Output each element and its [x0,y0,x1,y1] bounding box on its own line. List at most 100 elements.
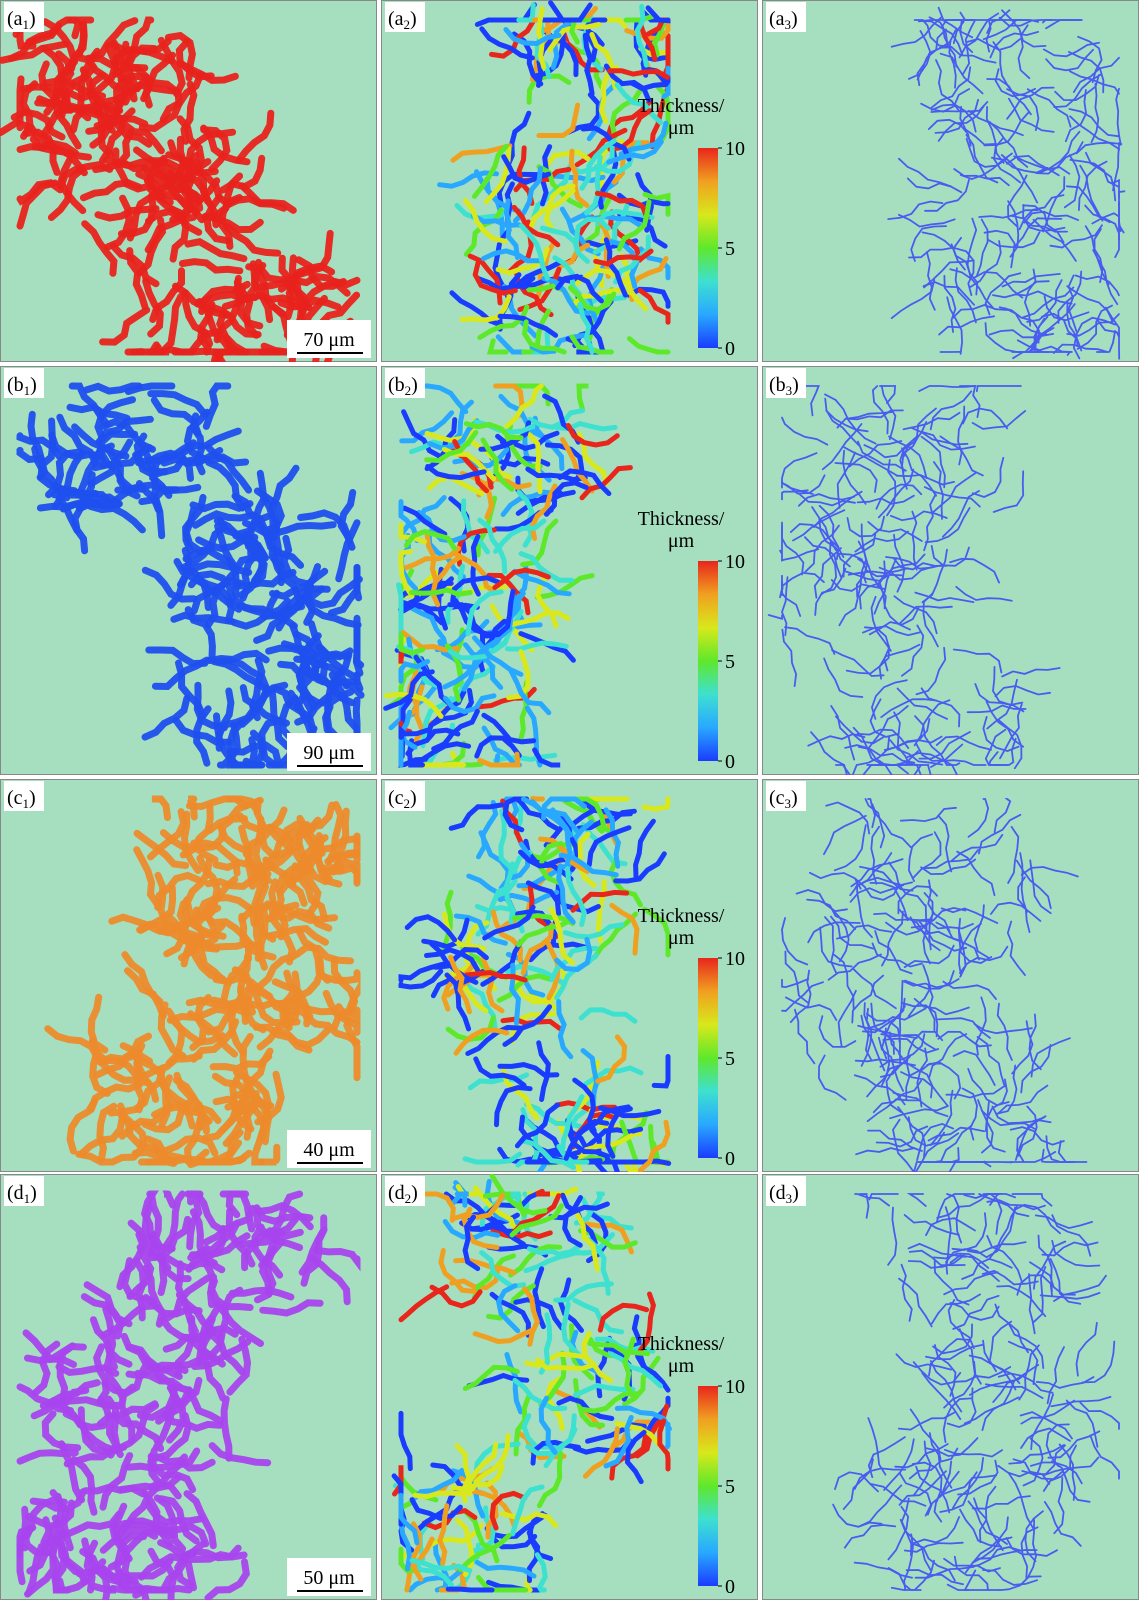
pore-branch [939,435,984,477]
pore-branch [24,1499,75,1530]
pore-branch [494,1084,533,1128]
pore-branch [923,493,937,552]
pore-branch [1008,97,1055,133]
pore-branch [1081,1340,1116,1384]
pore-branch [159,293,185,356]
pore-branch [497,1062,560,1078]
pore-branch [860,1014,886,1072]
pore-branch [464,920,490,973]
pore-branch [277,660,318,711]
pore-branch [1096,319,1120,338]
pore-branch [401,545,462,571]
pore-branch [93,1051,154,1079]
pore-branch [536,164,584,209]
pore-branch [512,568,572,597]
pore-branch [867,1417,887,1476]
pore-branch [898,157,952,188]
pore-branch [257,904,269,971]
pore-branch [231,589,281,630]
pore-branch [498,393,546,440]
pore-branch [214,657,270,692]
pore-branch [215,687,235,752]
pore-branch [501,1068,540,1121]
pore-branch [933,461,944,520]
pore-branch [56,413,100,467]
pore-branch [921,1372,962,1420]
pore-branch [448,954,472,1015]
pore-branch [1033,1240,1067,1290]
pore-branch [581,1330,614,1384]
pore-branch [604,98,653,141]
label-box [385,1176,425,1206]
pore-branch [878,643,921,680]
pore-branch [463,969,528,983]
pore-branch [963,1396,1020,1425]
pore-branch [928,1338,970,1377]
pore-branch [438,1248,477,1294]
pore-branch [498,808,513,870]
colorbar-title: Thickness/ [638,508,725,530]
pore-branch [638,1119,671,1172]
pore-branch [982,1339,1021,1385]
pore-branch [781,474,826,495]
pore-branch [520,1138,577,1170]
pore-branch [1093,228,1110,286]
panel: (d3) [762,1174,1139,1600]
pore-branch [870,1002,895,1055]
pore-branch [472,1253,517,1301]
pore-branch [1014,290,1073,305]
pore-branch [327,564,361,617]
pore-branch [496,973,553,1003]
pore-branch [152,1412,192,1462]
pore-branch [856,728,910,749]
label-close: ) [29,8,36,30]
pore-branch [789,523,837,551]
pore-branch [852,967,897,1010]
pore-branch [396,582,404,640]
pore-branch [912,1361,962,1386]
pore-branch [901,447,937,497]
pore-branch [559,1094,585,1155]
pore-branch [634,1403,670,1459]
pore-branch [111,1412,165,1452]
pore-branch [907,964,932,1018]
pore-branch [781,981,824,1012]
pore-branch [804,536,843,580]
pore-branch [8,22,63,62]
pore-branch [1064,89,1088,143]
pore-branch [592,911,638,960]
pore-branch [197,300,216,356]
label-close: ) [411,1182,418,1204]
pore-branch [96,430,139,469]
pore-branch [1053,1477,1065,1535]
pore-branch [534,18,552,80]
pore-branch [468,1505,496,1554]
pore-branch [188,1314,226,1368]
pore-branch [909,916,962,942]
pore-branch [1046,1346,1065,1405]
label-letter: (b [769,374,786,396]
panel: (b1) 90 μm [0,366,377,775]
pore-branch [880,698,938,719]
label-close: ) [29,787,36,809]
pore-branch [927,1089,954,1142]
pore-branch [108,913,172,937]
scale-bar-box [287,1130,371,1168]
pore-branch [933,1470,960,1523]
pore-branch [645,5,671,24]
pore-branch [495,1283,521,1334]
label-subscript: 1 [24,383,31,398]
pore-branch [956,850,996,897]
pore-branch [1065,1399,1099,1448]
pore-branch [261,1190,304,1239]
pore-branch [207,1273,254,1311]
pore-branch [1006,88,1040,132]
pore-branch [1027,333,1055,353]
pore-branch [1019,852,1028,913]
pore-branch [871,803,912,848]
pore-branch [1063,154,1081,209]
pore-branch [1114,207,1120,259]
pore-branch [200,126,231,173]
pore-branch [885,556,944,570]
pore-branch [415,1486,462,1533]
